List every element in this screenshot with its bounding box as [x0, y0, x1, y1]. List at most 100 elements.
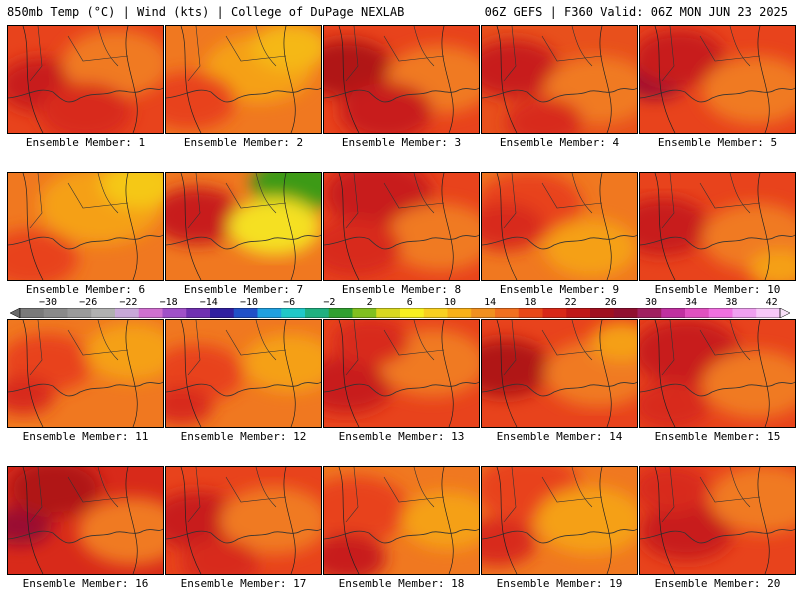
colorbar-tick-label: 30 [644, 297, 658, 308]
member-label: Ensemble Member: 6 [25, 283, 146, 296]
colorbar-segment [91, 308, 116, 318]
temperature-field [482, 320, 637, 427]
coastline [8, 234, 163, 250]
temperature-region [251, 26, 321, 72]
temperature-region [386, 203, 479, 271]
temperature-region [166, 386, 213, 425]
state-borders [503, 467, 603, 523]
temperature-region [166, 72, 236, 130]
temperature-map [639, 25, 796, 134]
colorbar-segment [305, 308, 330, 318]
colorbar-segment [400, 308, 425, 318]
pressure-contour [180, 320, 296, 427]
coastline [324, 528, 479, 544]
temperature-region [324, 219, 402, 277]
coastline [640, 528, 795, 544]
member-label: Ensemble Member: 7 [183, 283, 304, 296]
colorbar-tick-label: 2 [366, 297, 373, 308]
colorbar-bar [10, 308, 790, 318]
temperature-region [702, 350, 795, 418]
state-borders [345, 320, 445, 376]
temperature-map [7, 319, 164, 428]
pressure-contour [338, 26, 454, 133]
coastline [640, 234, 795, 250]
coastline [640, 381, 795, 397]
temperature-field [324, 26, 479, 133]
temperature-region [166, 186, 244, 245]
temperature-field [8, 320, 163, 427]
colorbar-segment [471, 308, 496, 318]
temperature-field [8, 467, 163, 574]
pressure-contour [338, 467, 454, 574]
state-borders [661, 26, 761, 82]
pressure-contour [338, 173, 454, 280]
temperature-map [481, 25, 638, 134]
temperature-region [62, 29, 163, 98]
colorbar-segment [756, 308, 781, 318]
pressure-contour [180, 467, 296, 574]
state-borders [187, 320, 287, 376]
temperature-map [165, 466, 322, 575]
coastline [482, 234, 637, 250]
temperature-region [8, 467, 101, 518]
colorbar-tick-label: 14 [484, 297, 497, 308]
colorbar-tick-label: 42 [765, 297, 778, 308]
temperature-field [8, 173, 163, 280]
temperature-region [544, 219, 637, 277]
temperature-region [748, 250, 795, 280]
temperature-region [709, 467, 795, 533]
colorbar-segment [115, 308, 140, 318]
pressure-contour [496, 467, 612, 574]
temperature-map [481, 172, 638, 281]
temperature-region [536, 486, 637, 555]
temperature-map [639, 319, 796, 428]
member-label: Ensemble Member: 19 [496, 577, 623, 590]
temperature-region [101, 173, 163, 208]
state-borders [661, 320, 761, 376]
pressure-contour [22, 173, 138, 280]
temperature-region [339, 82, 433, 133]
colorbar-tick-label: 18 [524, 297, 537, 308]
state-borders [29, 467, 129, 523]
temperature-map [165, 25, 322, 134]
colorbar-segment [566, 308, 591, 318]
pressure-contour [496, 320, 612, 427]
temperature-map [639, 466, 796, 575]
colorbar-tick-label: −26 [79, 297, 98, 308]
state-borders [29, 26, 129, 82]
colorbar-tick-label: 38 [725, 297, 738, 308]
temperature-region [640, 381, 710, 427]
coastline [324, 381, 479, 397]
colorbar-segment [43, 308, 68, 318]
colorbar-segment [233, 308, 258, 318]
temperature-map [481, 319, 638, 428]
temperature-region [482, 517, 537, 566]
state-borders [187, 26, 287, 82]
colorbar-tick-label: −30 [38, 297, 58, 308]
colorbar-segment [637, 308, 662, 318]
temperature-field [166, 320, 321, 427]
coastline [166, 528, 321, 544]
member-label: Ensemble Member: 5 [657, 136, 778, 149]
temperature-region [590, 322, 637, 361]
coastline [482, 528, 637, 544]
temperature-region [220, 486, 321, 555]
colorbar-tick-label: 34 [685, 297, 698, 308]
member-label: Ensemble Member: 8 [341, 283, 462, 296]
member-label: Ensemble Member: 20 [654, 577, 781, 590]
state-borders [345, 26, 445, 82]
temperature-field [482, 467, 637, 574]
temperature-region [324, 533, 386, 574]
pressure-contour [180, 173, 296, 280]
temperature-region [324, 476, 410, 544]
coastline [640, 87, 795, 103]
temperature-field [640, 467, 795, 574]
temperature-region [640, 502, 733, 561]
temperature-region [85, 323, 163, 381]
member-label: Ensemble Member: 15 [654, 430, 781, 443]
colorbar-tick-labels: −30 −26 −22 −18 −14 −10 −6 −2 2 6 10 14 18 22 26 30 34 38… [10, 297, 790, 308]
colorbar-tick-label: −22 [119, 297, 138, 308]
colorbar-segment [685, 308, 710, 318]
state-borders [503, 173, 603, 229]
